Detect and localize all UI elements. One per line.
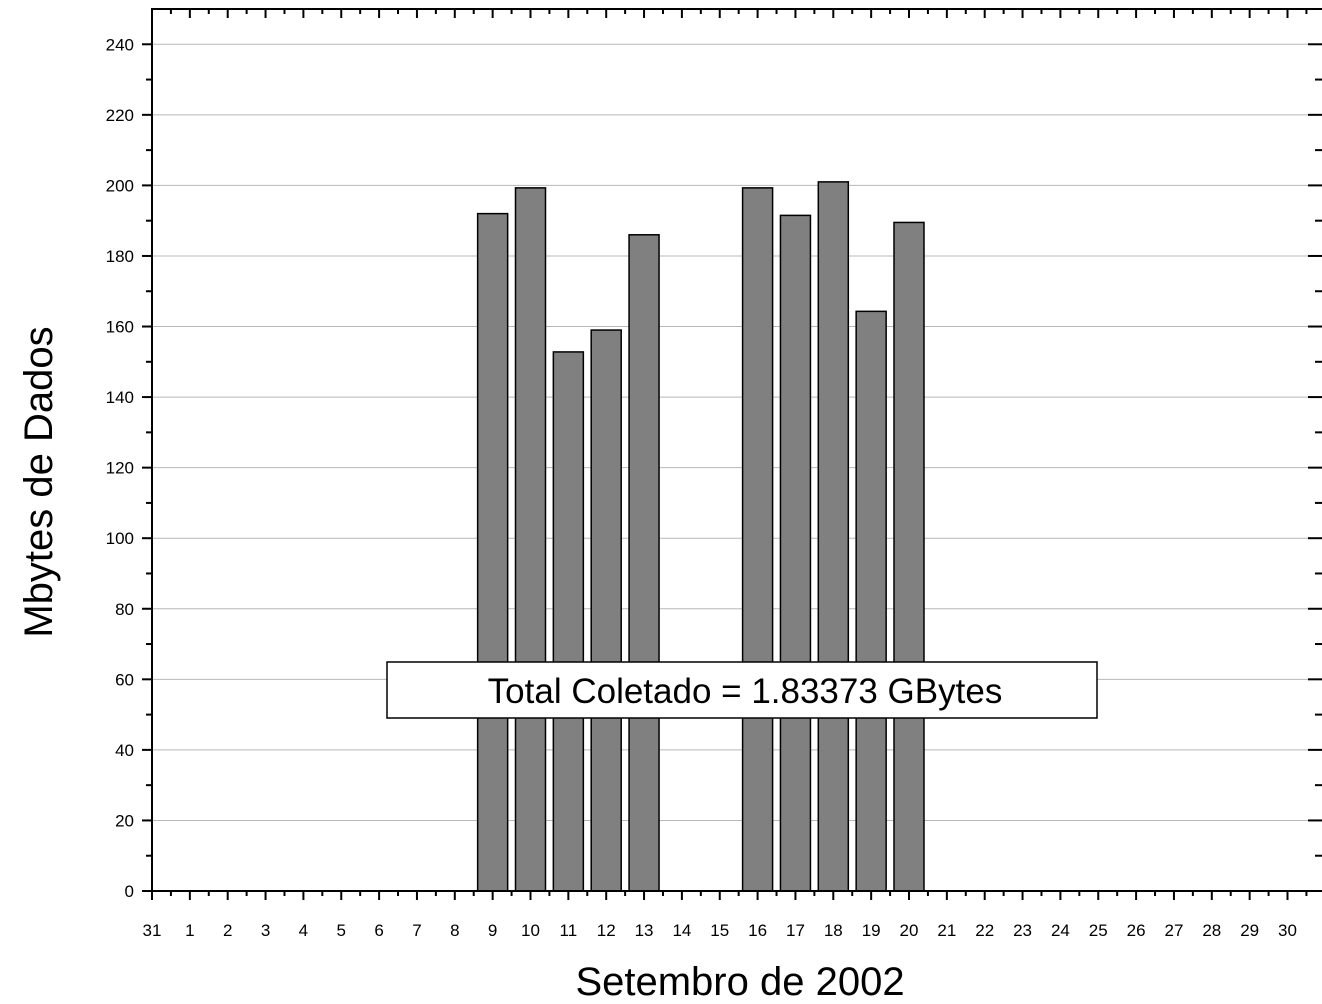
x-tick-label: 15 <box>710 921 729 940</box>
y-tick-label: 100 <box>106 529 134 548</box>
x-tick-label: 27 <box>1164 921 1183 940</box>
x-axis: 31 1 2 3 4 5 6 7 8 9 10 11 12 13 14 15 16 17 18 19 20 21 22 23 2… <box>143 9 1308 940</box>
y-tick-label: 40 <box>115 741 134 760</box>
x-tick-label: 14 <box>672 921 691 940</box>
x-tick-label: 5 <box>337 921 346 940</box>
x-tick-label: 1 <box>185 921 194 940</box>
y-tick-label: 160 <box>106 318 134 337</box>
y-tick-label: 120 <box>106 459 134 478</box>
x-tick-label: 25 <box>1089 921 1108 940</box>
bar <box>476 212 509 892</box>
x-tick-label: 30 <box>1278 921 1297 940</box>
bars <box>476 181 925 892</box>
x-tick-label: 3 <box>261 921 270 940</box>
x-tick-label: 22 <box>975 921 994 940</box>
x-tick-label: 8 <box>450 921 459 940</box>
x-axis-title: Setembro de 2002 <box>575 960 904 1004</box>
x-tick-label: 7 <box>412 921 421 940</box>
x-tick-label: 28 <box>1202 921 1221 940</box>
y-axis: 0 20 40 60 80 100 120 140 160 180 200 220 240 <box>106 35 1322 901</box>
bar <box>893 221 925 892</box>
x-tick-label: 2 <box>223 921 232 940</box>
bar <box>817 181 850 892</box>
x-tick-label: 31 <box>143 921 162 940</box>
annotation-box: Total Coletado = 1.83373 GBytes <box>386 661 1098 719</box>
x-tick-label: 20 <box>900 921 919 940</box>
annotation-text: Total Coletado = 1.83373 GBytes <box>488 672 1003 711</box>
x-tick-label: 18 <box>824 921 843 940</box>
x-tick-label: 21 <box>937 921 956 940</box>
plot-frame <box>151 8 1322 892</box>
x-tick-label: 24 <box>1051 921 1070 940</box>
y-tick-label: 140 <box>106 388 134 407</box>
y-tick-label: 20 <box>115 811 134 830</box>
x-tick-label: 17 <box>786 921 805 940</box>
x-tick-label: 4 <box>299 921 308 940</box>
y-tick-label: 220 <box>106 106 134 125</box>
bar <box>590 329 622 892</box>
x-tick-label: 29 <box>1240 921 1259 940</box>
x-tick-label: 6 <box>374 921 383 940</box>
x-tick-label: 23 <box>1013 921 1032 940</box>
x-tick-label: 11 <box>560 921 578 940</box>
y-tick-label: 80 <box>115 600 134 619</box>
x-tick-label: 9 <box>488 921 497 940</box>
y-tick-label: 60 <box>115 670 134 689</box>
annotation-box-border <box>386 661 1098 719</box>
y-axis-title: Mbytes de Dados <box>17 326 61 637</box>
x-tick-label: 26 <box>1127 921 1146 940</box>
bar <box>514 187 547 892</box>
x-tick-label: 12 <box>597 921 616 940</box>
bar <box>552 351 585 892</box>
y-tick-label: 180 <box>106 247 134 266</box>
x-tick-label: 16 <box>748 921 767 940</box>
y-tick-label: 200 <box>106 176 134 195</box>
x-tick-label: 13 <box>635 921 654 940</box>
y-tick-label: 240 <box>106 35 134 54</box>
bar <box>779 214 812 892</box>
x-tick-label: 19 <box>862 921 881 940</box>
bar <box>855 310 887 892</box>
grid-lines <box>152 43 1322 821</box>
y-tick-label: 0 <box>125 882 134 901</box>
x-tick-label: 10 <box>521 921 540 940</box>
bar <box>741 187 774 892</box>
bar <box>628 234 660 892</box>
